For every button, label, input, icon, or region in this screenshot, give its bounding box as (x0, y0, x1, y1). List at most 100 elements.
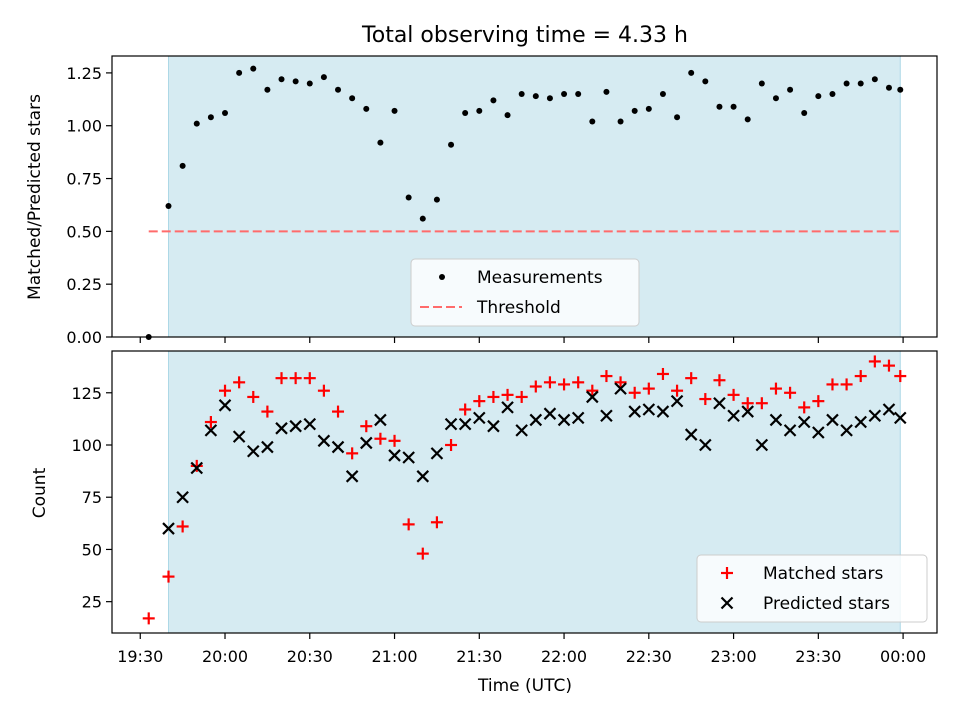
predicted-star-point (783, 424, 797, 437)
predicted-star-point (840, 424, 853, 437)
matched-star-point (233, 376, 246, 389)
cross-stroke (176, 490, 189, 504)
measurement-point (815, 93, 822, 100)
cross-stroke (812, 426, 825, 439)
matched-star-point (755, 397, 768, 410)
legend-measurements-label: Measurements (477, 268, 603, 288)
predicted-star-point (868, 409, 882, 423)
measurement-point (236, 69, 243, 76)
measurement-point (179, 162, 186, 169)
cross-stroke (204, 424, 218, 437)
cross-stroke (670, 394, 684, 408)
matched-star-point (798, 401, 811, 414)
top-y-tick-label: 1.25 (66, 64, 102, 83)
top-y-tick-label: 0.00 (66, 328, 102, 347)
predicted-star-point (893, 411, 907, 425)
cross-stroke (246, 444, 260, 458)
cross-stroke (402, 451, 415, 464)
matched-star-point (769, 382, 782, 395)
cross-stroke (360, 436, 373, 450)
predicted-star-point (218, 399, 232, 412)
matched-star-point (882, 359, 895, 372)
measurement-point (716, 103, 723, 110)
measurement-point (575, 91, 582, 98)
measurement-point (207, 114, 214, 121)
matched-star-point (671, 384, 684, 397)
predicted-star-point (543, 407, 557, 420)
predicted-star-point (670, 394, 684, 408)
predicted-star-point (741, 405, 754, 418)
top-panel: 0.00 0.25 0.50 0.75 1.00 1.25 Matched/Predict… (25, 55, 938, 347)
cross-stroke (501, 401, 514, 414)
x-tick-label: 22:30 (626, 647, 672, 666)
predicted-star-point (360, 436, 373, 450)
matched-star-point (854, 370, 867, 383)
matched-star-point (317, 384, 330, 397)
predicted-star-point (317, 434, 331, 448)
predicted-star-point (204, 424, 218, 437)
legend-predicted-label: Predicted stars (763, 594, 890, 614)
measurement-point (787, 86, 794, 93)
measurement-point (603, 88, 610, 95)
matched-star-point (558, 378, 571, 391)
x-tick-label: 00:00 (880, 647, 926, 666)
bottom-legend: Matched stars Predicted stars (696, 554, 928, 623)
matched-star-point (459, 403, 472, 416)
measurement-point (688, 69, 695, 76)
measurement-point (659, 91, 666, 98)
matched-star-point (346, 447, 359, 460)
legend-predicted-marker (720, 596, 734, 610)
cross-stroke (656, 405, 670, 418)
cross-stroke (600, 409, 613, 423)
measurement-point (645, 105, 652, 112)
matched-star-point (219, 384, 232, 397)
top-y-axis-label: Matched/Predicted stars (25, 94, 45, 300)
cross-stroke (614, 382, 627, 395)
top-legend: Measurements Threshold (410, 258, 640, 327)
predicted-star-point (727, 409, 740, 423)
matched-star-point (656, 367, 669, 380)
bottom-y-axis-label: Count (30, 467, 50, 518)
x-tick-label: 21:00 (371, 647, 417, 666)
predicted-star-point (854, 415, 867, 429)
matched-star-point (868, 355, 881, 368)
predicted-star-point (713, 396, 726, 410)
matched-star-point (543, 376, 556, 389)
cross-stroke (586, 390, 599, 404)
predicted-star-point (487, 419, 500, 433)
measurement-point (897, 86, 904, 93)
measurement-point (885, 84, 892, 91)
predicted-star-point (345, 470, 359, 483)
cross-stroke (727, 409, 740, 423)
cross-stroke (303, 417, 317, 431)
measurement-point (702, 78, 709, 85)
bottom-y-tick-label: 50 (82, 540, 102, 559)
matched-star-point (416, 547, 429, 560)
measurement-point (250, 65, 257, 72)
bottom-y-tick-label: 100 (71, 436, 102, 455)
measurement-point (306, 80, 313, 87)
cross-stroke (458, 417, 472, 431)
cross-stroke (854, 415, 867, 429)
measurement-point (405, 194, 412, 201)
cross-stroke (783, 424, 797, 437)
cross-stroke (699, 438, 712, 452)
cross-stroke (882, 403, 896, 416)
cross-stroke (473, 411, 486, 425)
measurement-point (335, 86, 342, 93)
measurement-point (264, 86, 271, 93)
matched-star-point (190, 459, 203, 472)
matched-stars-points (142, 355, 907, 625)
bottom-axes-frame (111, 350, 938, 634)
matched-star-point (572, 376, 585, 389)
measurement-point (391, 107, 398, 114)
predicted-star-point (374, 413, 387, 427)
measurement-point (320, 74, 327, 81)
x-tick-label: 20:00 (202, 647, 248, 666)
predicted-star-point (402, 451, 415, 464)
x-tick-label: 20:30 (287, 647, 333, 666)
cross-stroke (232, 430, 246, 443)
matched-star-point (176, 520, 189, 533)
bottom-y-ticks: 25 50 75 100 125 (71, 384, 112, 612)
